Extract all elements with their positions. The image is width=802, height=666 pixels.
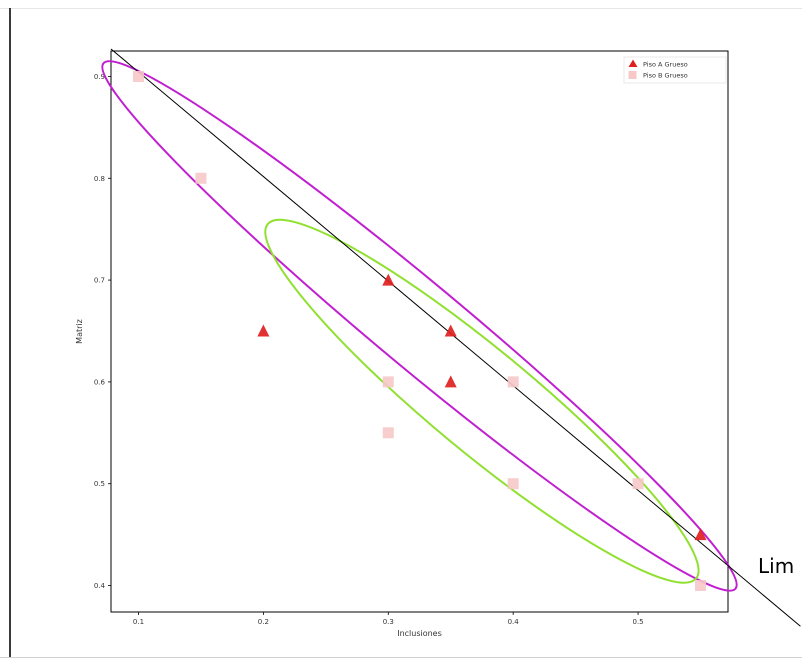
plot-area: [110, 50, 729, 613]
y-axis-label: Matriz: [75, 319, 84, 344]
legend-marker-triangle: [628, 59, 638, 67]
point-piso-b: [195, 172, 207, 184]
confidence-ellipse: [101, 60, 738, 592]
y-tick-label: 0.4: [94, 582, 106, 590]
x-axis-ticks: 0.1 0.2 0.3 0.4 0.5: [133, 612, 644, 626]
limit-line: [110, 48, 801, 627]
ellipses-layer: [101, 60, 738, 592]
limit-line-label: Lim: [758, 554, 794, 578]
left-border: [9, 8, 11, 658]
point-piso-a: [444, 324, 457, 337]
point-piso-a: [257, 324, 270, 337]
point-piso-b: [382, 427, 394, 439]
point-piso-b: [507, 478, 519, 490]
x-tick-label: 0.4: [508, 618, 520, 626]
x-tick-label: 0.1: [133, 618, 144, 626]
legend-label-series-a: Piso A Grueso: [643, 61, 688, 69]
x-tick-label: 0.3: [383, 618, 394, 626]
y-tick-label: 0.5: [94, 480, 105, 488]
y-tick-label: 0.6: [94, 378, 106, 386]
point-piso-a: [694, 528, 707, 541]
point-piso-b: [507, 376, 519, 388]
legend-box: [623, 56, 727, 84]
y-axis-ticks: 0.4 0.5 0.6 0.7 0.8 0.9: [94, 73, 111, 590]
legend-label-series-b: Piso B Grueso: [643, 72, 688, 80]
limit-line-layer: [110, 48, 801, 627]
y-tick-label: 0.9: [94, 73, 105, 81]
bottom-border: [0, 657, 802, 658]
point-piso-b: [132, 70, 144, 82]
y-tick-label: 0.7: [94, 277, 105, 285]
y-tick-label: 0.8: [94, 175, 105, 183]
confidence-ellipse: [264, 218, 700, 584]
x-tick-label: 0.5: [633, 618, 644, 626]
x-tick-label: 0.2: [258, 618, 269, 626]
legend-marker-square: [628, 71, 637, 79]
points-layer: [132, 70, 707, 592]
top-border: [0, 8, 802, 9]
legend: Piso A Grueso Piso B Grueso: [623, 56, 727, 84]
point-piso-a: [382, 273, 395, 286]
x-axis-label: Inclusiones: [397, 629, 442, 638]
point-piso-b: [382, 376, 394, 388]
point-piso-a: [444, 375, 457, 388]
point-piso-b: [632, 478, 644, 490]
point-piso-b: [695, 580, 707, 592]
